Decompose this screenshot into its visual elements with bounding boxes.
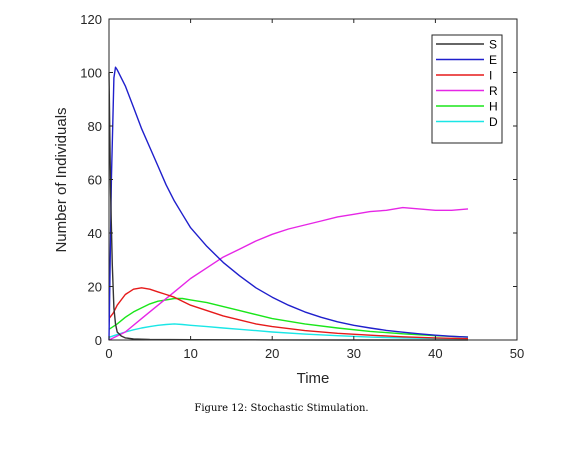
legend-box [431, 34, 503, 144]
series-line-i [108, 287, 469, 340]
chart: 0 10 20 30 40 50 0 20 40 60 80 100 120 Time Number o… [53, 12, 524, 387]
legend-label-h: H [489, 100, 498, 114]
x-tick-label: 10 [183, 346, 197, 361]
series-line-s [108, 72, 468, 341]
legend-label-e: E [489, 53, 497, 67]
y-tick-label: 40 [88, 226, 102, 241]
y-tick-label: 80 [88, 119, 102, 134]
legend-label-i: I [489, 69, 492, 83]
series-line-h [108, 297, 469, 338]
ticks-layer: 0 10 20 30 40 50 0 20 40 60 80 100 120 [80, 12, 524, 361]
y-tick-label: 120 [80, 12, 102, 27]
y-axis-label: Number of Individuals [53, 107, 70, 252]
legend-label-d: D [489, 115, 498, 129]
y-tick-label: 20 [88, 280, 102, 295]
x-tick-label: 0 [105, 346, 112, 361]
x-tick-label: 30 [347, 346, 361, 361]
x-tick-label: 50 [510, 346, 524, 361]
y-tick-label: 60 [88, 173, 102, 188]
series-line-r [108, 206, 469, 341]
x-tick-label: 40 [428, 346, 442, 361]
x-tick-label: 20 [265, 346, 279, 361]
x-axis-label: Time [297, 370, 330, 387]
y-tick-label: 0 [95, 333, 102, 348]
series-line-e [108, 66, 469, 341]
legend-label-r: R [489, 84, 498, 98]
legend-label-s: S [489, 38, 497, 52]
figure-caption: Figure 12: Stochastic Stimulation. [194, 403, 369, 414]
y-tick-label: 100 [80, 66, 102, 81]
